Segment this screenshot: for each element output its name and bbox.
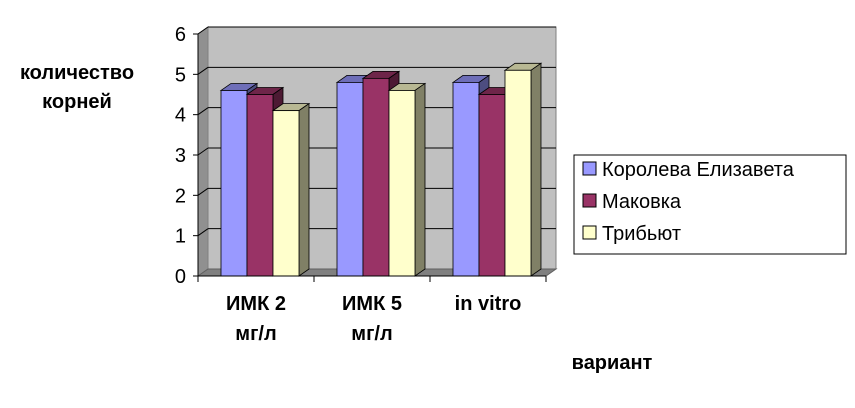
bar-front	[336, 82, 364, 277]
bar	[271, 102, 311, 277]
bar-front	[478, 94, 506, 277]
bar	[503, 62, 543, 277]
y-tick-label: 5	[175, 64, 186, 86]
x-axis: ИМК 2 мг/л ИМК 5 мг/л in vitro	[197, 275, 547, 345]
bar-side	[414, 82, 426, 277]
bar-front	[504, 69, 532, 277]
legend-label: Трибьют	[602, 223, 681, 245]
legend-swatch	[582, 225, 597, 240]
y-tick-label: 4	[175, 105, 186, 127]
gridline-side	[197, 66, 209, 75]
legend-swatch	[582, 193, 597, 208]
gridline-side	[197, 26, 209, 35]
x-category-label: мг/л	[235, 323, 276, 345]
x-category-label: ИМК 5	[342, 293, 402, 315]
y-axis-title-line2: корней	[42, 91, 112, 113]
legend-label: Маковка	[602, 191, 682, 213]
legend: Королева Елизавета Маковка Трибьют	[573, 154, 847, 255]
bar-series-group	[219, 62, 543, 277]
legend-swatch	[582, 161, 597, 176]
x-category-label: in vitro	[455, 293, 522, 315]
x-category-label: мг/л	[351, 323, 392, 345]
y-tick-label: 6	[175, 24, 186, 46]
bar-side	[298, 102, 310, 277]
x-category-label: ИМК 2	[226, 293, 286, 315]
bar-front	[246, 94, 274, 277]
legend-label: Королева Елизавета	[602, 159, 795, 181]
gridline-side	[197, 147, 209, 156]
y-tick-label: 2	[175, 185, 186, 207]
y-axis-title-line1: количество	[20, 62, 134, 84]
gridline-side	[197, 228, 209, 237]
bar-front	[388, 90, 416, 277]
bar-front	[362, 77, 390, 277]
bar-front	[452, 82, 480, 277]
bar-front	[220, 90, 248, 277]
y-tick-label: 0	[175, 266, 186, 288]
bar-side	[530, 62, 542, 277]
gridline-side	[197, 107, 209, 116]
legend-frame	[573, 154, 847, 255]
y-axis: 0 1 2 3 4 5 6	[175, 24, 199, 288]
gridline-side	[197, 187, 209, 196]
y-tick-label: 1	[175, 226, 186, 248]
y-tick-label: 3	[175, 145, 186, 167]
bar-front	[272, 110, 300, 277]
bar	[387, 82, 427, 277]
x-axis-title: вариант	[572, 352, 653, 374]
